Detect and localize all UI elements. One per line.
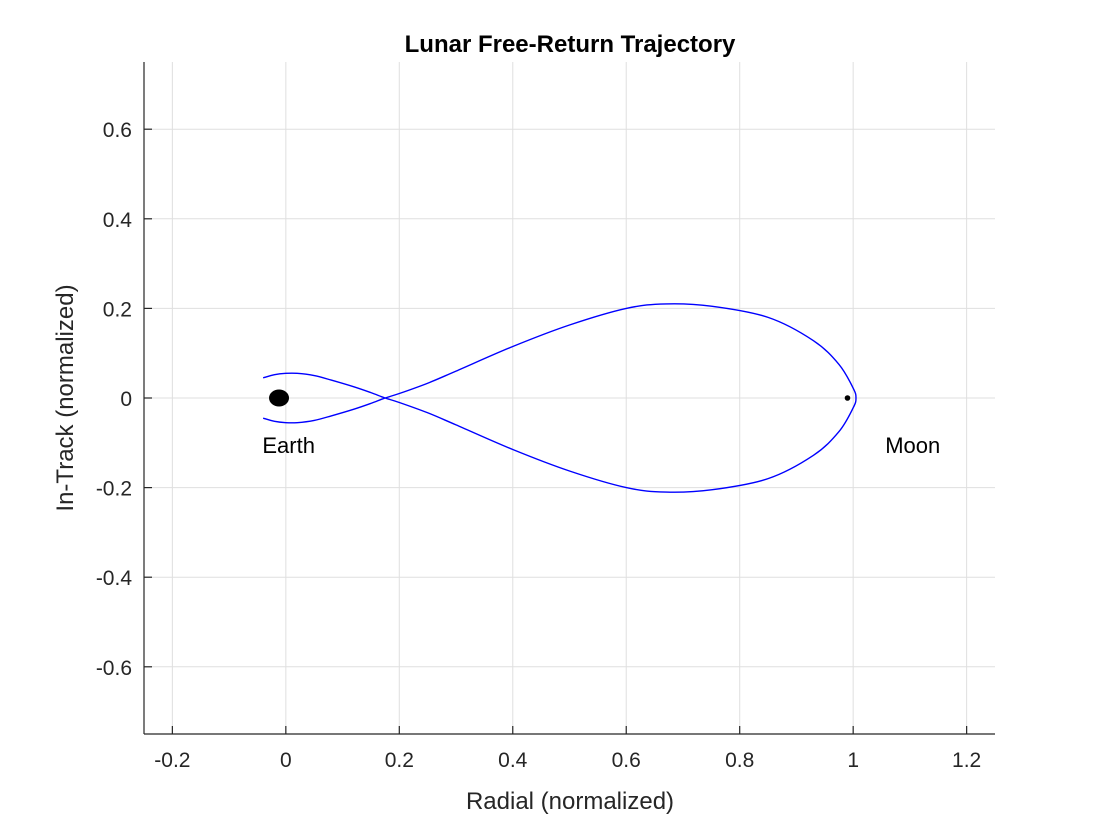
y-tick-label: 0.4 <box>103 209 133 232</box>
x-tick-label: 0 <box>280 749 292 772</box>
y-tick-label: -0.6 <box>96 657 132 680</box>
moon-label: Moon <box>885 433 940 458</box>
x-tick-label: 0.8 <box>725 749 754 772</box>
y-tick-label: 0.6 <box>103 119 132 142</box>
earth-label: Earth <box>262 433 315 458</box>
earth-marker <box>269 389 290 407</box>
moon-marker <box>844 395 851 401</box>
y-tick-label: 0.2 <box>103 298 132 321</box>
trajectory-series <box>262 303 857 493</box>
x-tick-label: 0.4 <box>498 749 528 772</box>
chart-title: Lunar Free-Return Trajectory <box>405 31 736 58</box>
x-tick-label: -0.2 <box>154 749 190 772</box>
x-axis-label: Radial (normalized) <box>466 788 674 815</box>
x-tick-label: 0.6 <box>612 749 641 772</box>
celestial-bodies: Earth Moon <box>262 389 940 458</box>
x-tick-label: 1.2 <box>952 749 981 772</box>
x-tick-label: 1 <box>847 749 859 772</box>
x-tick-label: 0.2 <box>385 749 414 772</box>
axes <box>143 62 995 735</box>
tick-labels: -0.2 0 0.2 0.4 0.6 0.8 1 1.2 -0.6 -0.4 -0.2 0 0.2 0.4… <box>96 119 981 772</box>
trajectory-line <box>262 303 857 493</box>
y-axis-label: In-Track (normalized) <box>52 284 79 511</box>
y-tick-label: 0 <box>120 388 132 411</box>
y-tick-label: -0.2 <box>96 478 132 501</box>
y-tick-label: -0.4 <box>96 567 133 590</box>
